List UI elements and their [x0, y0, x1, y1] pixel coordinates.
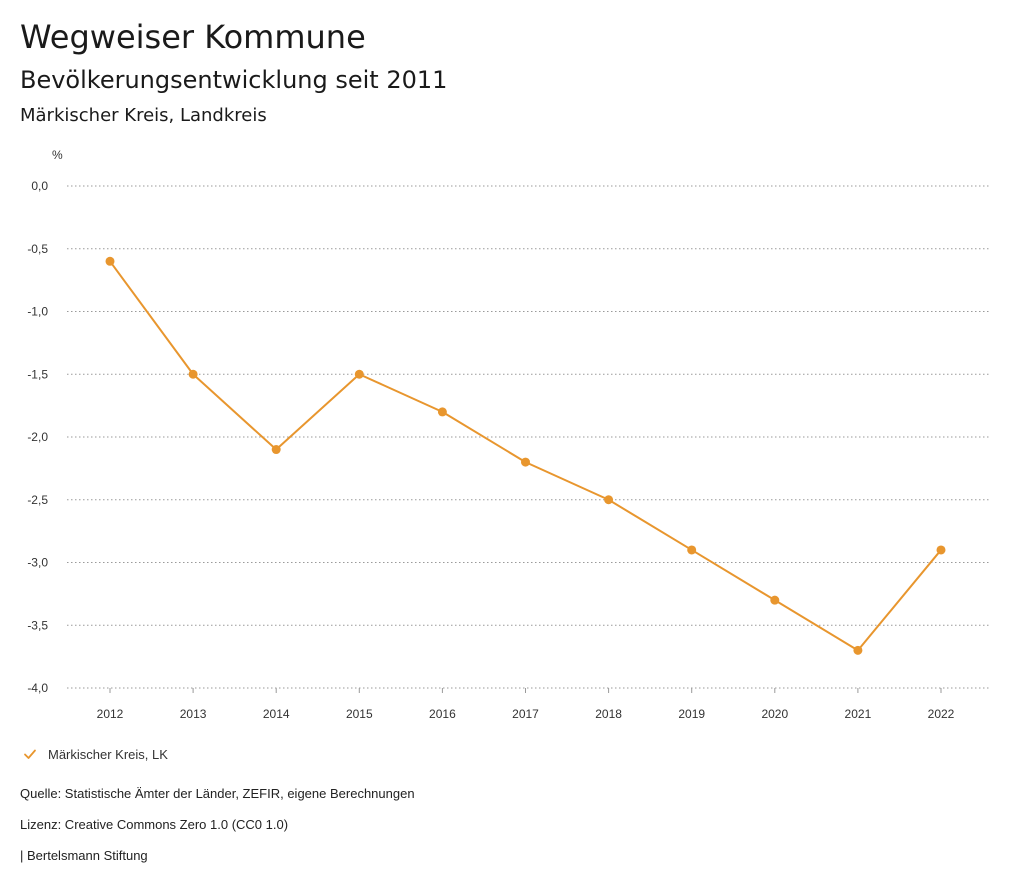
legend-label: Märkischer Kreis, LK	[48, 746, 168, 762]
x-tick-label: 2012	[97, 707, 124, 721]
x-tick-label: 2017	[512, 707, 539, 721]
check-icon	[24, 749, 36, 759]
y-tick-label: -0,5	[27, 242, 48, 256]
y-tick-label: -4,0	[27, 681, 48, 695]
series-line	[109, 260, 942, 652]
y-tick-label: -2,5	[27, 493, 48, 507]
data-point[interactable]	[770, 595, 780, 605]
y-tick-label: -1,5	[27, 367, 48, 381]
publisher-note: | Bertelsmann Stiftung	[20, 848, 148, 863]
x-tick-label: 2018	[595, 707, 622, 721]
data-point[interactable]	[354, 369, 364, 379]
y-tick-label: -3,0	[27, 556, 48, 570]
data-point[interactable]	[853, 645, 863, 655]
x-axis-ticks: 2012 2013 2014 2015 2016 2017 2018 2019 2020 2021…	[97, 688, 955, 721]
grid-lines	[67, 185, 990, 689]
data-point[interactable]	[188, 369, 198, 379]
license-note: Lizenz: Creative Commons Zero 1.0 (CC0 1…	[20, 817, 289, 832]
data-point[interactable]	[521, 457, 530, 467]
data-point[interactable]	[936, 545, 946, 555]
y-axis-unit-label: %	[52, 148, 63, 162]
x-tick-label: 2021	[845, 707, 872, 721]
x-tick-label: 2019	[678, 707, 705, 721]
data-point[interactable]	[271, 445, 281, 455]
x-tick-label: 2015	[346, 707, 373, 721]
data-point[interactable]	[105, 256, 115, 266]
y-tick-label: -3,5	[27, 618, 48, 632]
x-tick-label: 2020	[761, 707, 788, 721]
source-note: Quelle: Statistische Ämter der Länder, Z…	[20, 786, 415, 801]
x-tick-label: 2022	[928, 707, 955, 721]
y-axis-ticks: 0,0 -0,5 -1,0 -1,5 -2,0 -2,5 -3,0 -3,5 -4,0	[27, 179, 48, 695]
data-point[interactable]	[687, 545, 697, 555]
page-title: Wegweiser Kommune	[20, 18, 366, 56]
series-group	[105, 256, 946, 655]
region-name: Märkischer Kreis, Landkreis	[20, 105, 267, 126]
data-point[interactable]	[437, 407, 447, 417]
legend-item[interactable]: Märkischer Kreis, LK	[22, 744, 168, 764]
data-point[interactable]	[604, 495, 614, 505]
line-chart: 0,0 -0,5 -1,0 -1,5 -2,0 -2,5 -3,0 -3,5 -4,0 2012…	[27, 148, 990, 721]
y-tick-label: -2,0	[27, 430, 48, 444]
y-tick-label: 0,0	[31, 179, 48, 193]
x-tick-label: 2013	[180, 707, 207, 721]
y-tick-label: -1,0	[27, 305, 48, 319]
x-tick-label: 2014	[263, 707, 290, 721]
chart-subtitle: Bevölkerungsentwicklung seit 2011	[20, 66, 448, 94]
x-tick-label: 2016	[429, 707, 456, 721]
